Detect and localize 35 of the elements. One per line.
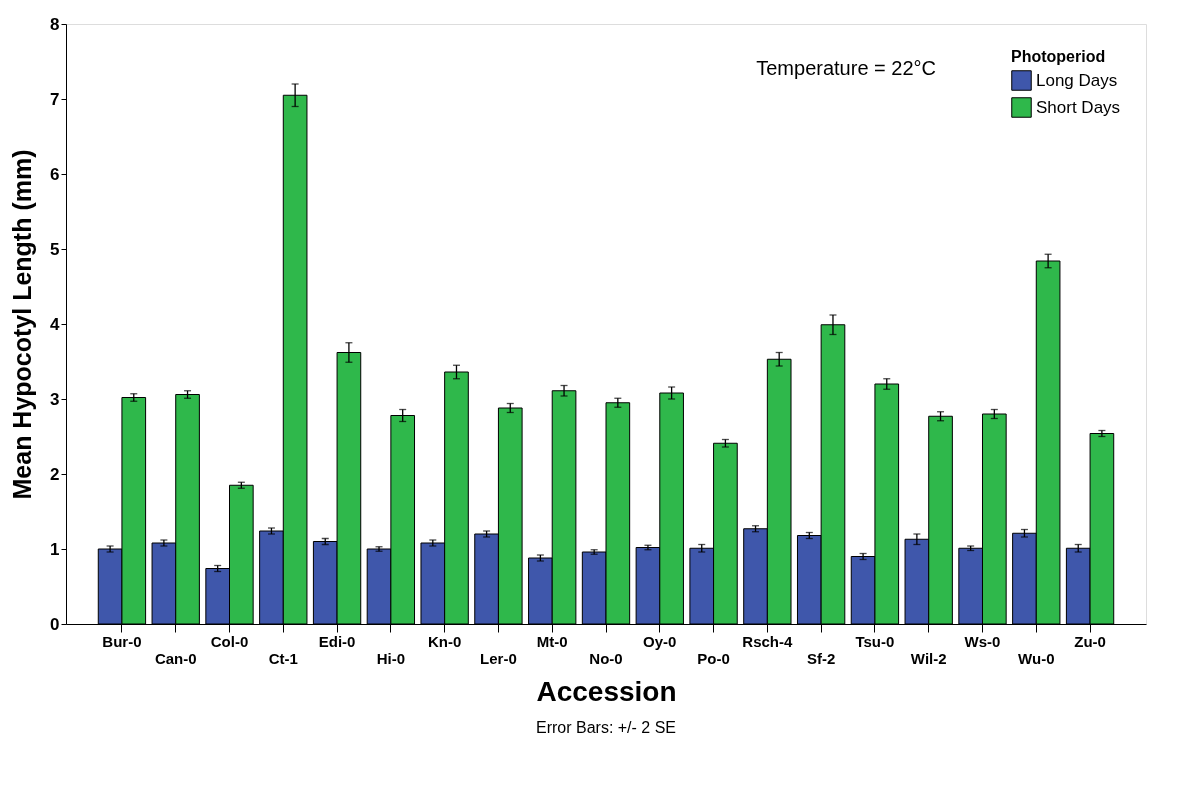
x-axis-title: Accession bbox=[536, 675, 677, 707]
x-tick-label: Hi-0 bbox=[376, 649, 406, 667]
x-tick-label: Can-0 bbox=[154, 649, 197, 667]
x-tick-label: Col-0 bbox=[210, 632, 249, 650]
x-tick-label: Oy-0 bbox=[643, 632, 677, 650]
x-tick-label: Rsch-4 bbox=[742, 632, 794, 650]
x-tick-label: Bur-0 bbox=[102, 632, 142, 650]
x-tick-label: Ws-0 bbox=[964, 632, 1001, 650]
x-tick-label: Wu-0 bbox=[1018, 649, 1055, 667]
y-tick-label: 3 bbox=[50, 389, 60, 409]
y-tick-label: 0 bbox=[50, 614, 60, 634]
x-tick-label: Zu-0 bbox=[1074, 632, 1106, 650]
x-tick-label: Kn-0 bbox=[427, 632, 462, 650]
y-axis-title: Mean Hypocotyl Length (mm) bbox=[8, 149, 37, 500]
y-tick-label: 5 bbox=[50, 239, 60, 259]
legend-label: Short Days bbox=[1036, 97, 1121, 117]
x-tick-label: Wil-2 bbox=[910, 649, 947, 667]
x-tick-label: Tsu-0 bbox=[855, 632, 895, 650]
x-tick-label: Ler-0 bbox=[480, 649, 517, 667]
annotation: Temperature = 22°C bbox=[756, 57, 936, 79]
x-tick-label: Edi-0 bbox=[318, 632, 356, 650]
y-tick-label: 7 bbox=[50, 89, 60, 109]
x-tick-label: Mt-0 bbox=[536, 632, 568, 650]
x-tick-label: No-0 bbox=[589, 649, 623, 667]
y-tick-label: 8 bbox=[50, 14, 60, 34]
y-tick-label: 2 bbox=[50, 464, 60, 484]
x-tick-label: Ct-1 bbox=[268, 649, 298, 667]
x-tick-label: Po-0 bbox=[697, 649, 730, 667]
y-tick-label: 1 bbox=[50, 539, 60, 559]
legend-label: Long Days bbox=[1036, 70, 1118, 90]
y-tick-label: 6 bbox=[50, 164, 60, 184]
text: Error Bars: +/- 2 SE bbox=[535, 719, 677, 736]
x-tick-label: Sf-2 bbox=[806, 649, 836, 667]
y-tick-label: 4 bbox=[50, 314, 61, 334]
legend-title: Photoperiod bbox=[1011, 48, 1106, 65]
